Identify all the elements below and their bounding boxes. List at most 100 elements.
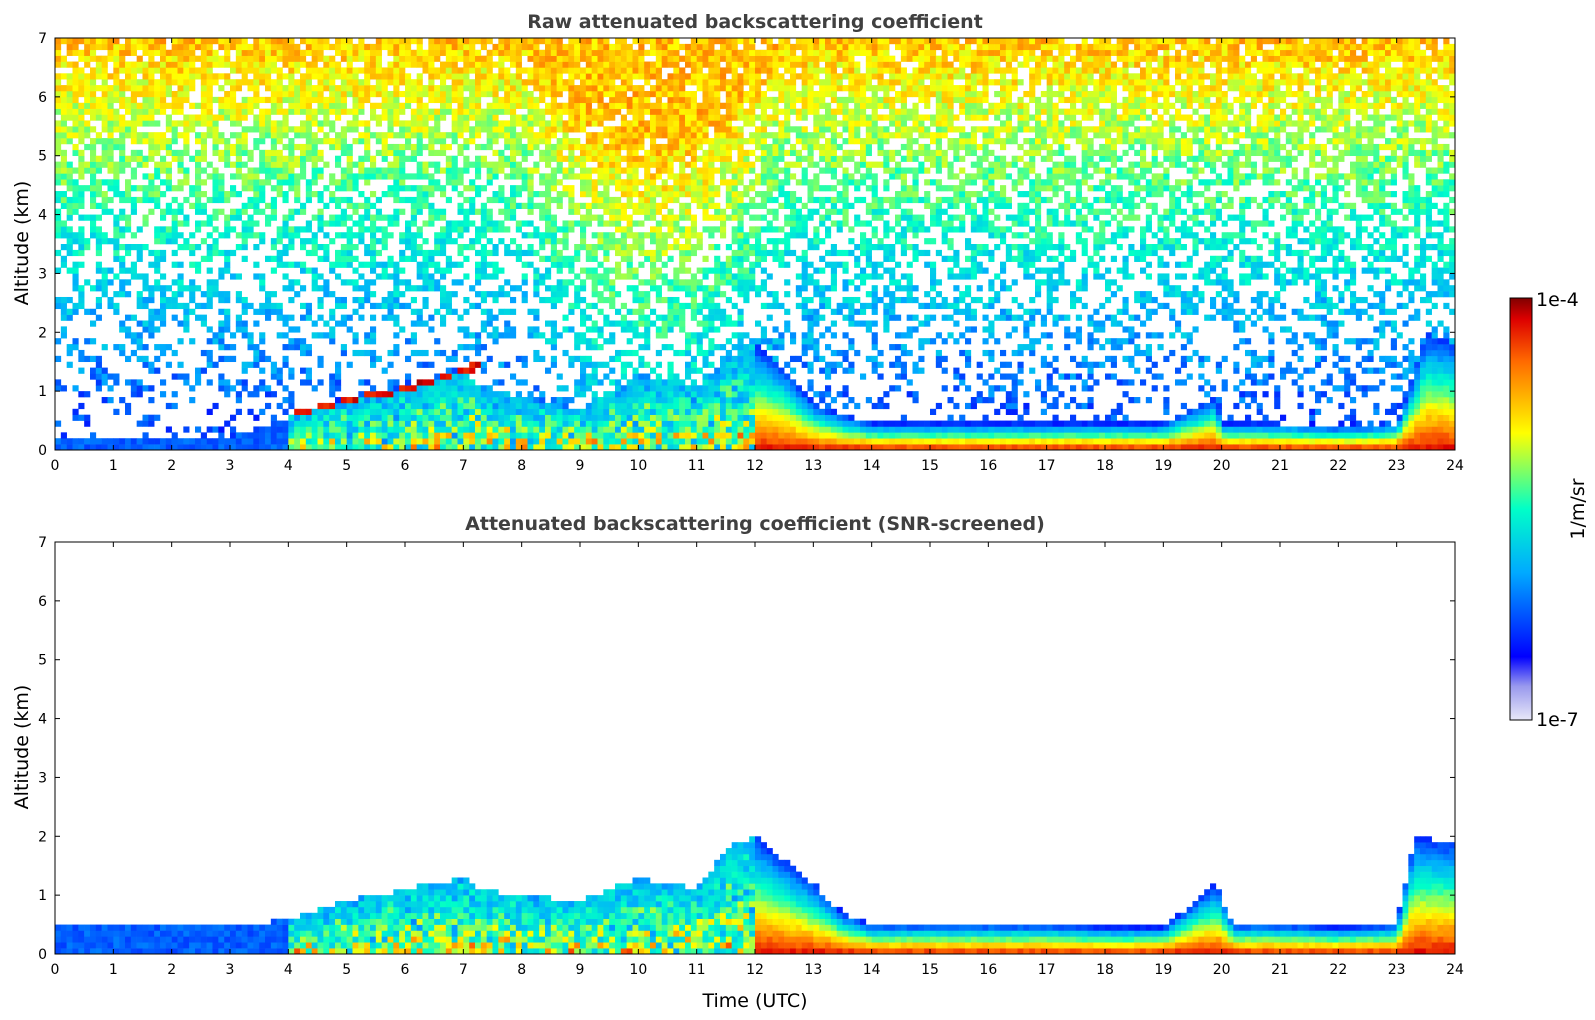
heatmap-cell (568, 67, 575, 74)
heatmap-cell (282, 285, 289, 292)
heatmap-cell (55, 214, 62, 221)
heatmap-cell (591, 55, 598, 62)
heatmap-cell (685, 55, 692, 62)
heatmap-cell (195, 426, 202, 433)
heatmap-cell (72, 232, 79, 239)
heatmap-cell (580, 438, 587, 445)
heatmap-cell (66, 444, 73, 451)
heatmap-cell (410, 255, 417, 262)
raw-panel-ylabel: Altitude (km) (11, 181, 33, 306)
heatmap-cell (469, 202, 476, 209)
heatmap-cell (644, 96, 651, 104)
heatmap-cell (696, 61, 703, 68)
heatmap-cell (206, 361, 213, 368)
heatmap-cell (119, 291, 126, 298)
heatmap-cell (585, 67, 592, 74)
heatmap-cell (154, 444, 161, 451)
heatmap-cell (311, 38, 318, 45)
heatmap-cell (259, 385, 266, 392)
heatmap-cell (416, 420, 423, 427)
heatmap-cell (457, 179, 464, 186)
heatmap-cell (679, 167, 686, 174)
heatmap-cell (90, 138, 97, 145)
heatmap-cell (171, 291, 178, 298)
heatmap-cell (206, 90, 213, 98)
heatmap-cell (329, 373, 336, 380)
heatmap-cell (78, 185, 85, 192)
heatmap-cell (370, 49, 377, 56)
heatmap-cell (685, 49, 692, 56)
heatmap-cell (375, 208, 382, 215)
heatmap-cell (492, 414, 499, 421)
heatmap-cell (591, 167, 598, 174)
heatmap-cell (148, 296, 155, 304)
heatmap-cell (305, 79, 312, 86)
heatmap-cell (125, 108, 132, 115)
heatmap-cell (615, 420, 622, 427)
heatmap-cell (101, 79, 108, 86)
heatmap-cell (550, 67, 557, 74)
heatmap-cell (480, 85, 487, 92)
heatmap-cell (154, 102, 161, 109)
heatmap-cell (673, 196, 680, 204)
heatmap-cell (72, 132, 79, 139)
heatmap-cell (329, 220, 336, 227)
heatmap-cell (189, 185, 196, 192)
heatmap-cell (55, 249, 62, 257)
heatmap-cell (72, 279, 79, 286)
heatmap-cell (375, 238, 382, 245)
heatmap-cell (463, 273, 470, 280)
heatmap-cell (609, 291, 616, 298)
heatmap-cell (428, 191, 435, 198)
heatmap-cell (119, 244, 126, 251)
heatmap-cell (574, 408, 581, 415)
heatmap-cell (148, 43, 155, 51)
heatmap-cell (195, 155, 202, 162)
heatmap-cell (72, 191, 79, 198)
heatmap-cell (702, 161, 709, 168)
heatmap-cell (638, 138, 645, 145)
heatmap-cell (445, 55, 452, 62)
heatmap-cell (457, 55, 464, 62)
heatmap-cell (603, 196, 610, 204)
heatmap-cell (504, 402, 511, 410)
heatmap-cell (311, 90, 318, 98)
heatmap-cell (650, 102, 657, 109)
heatmap-cell (253, 414, 260, 421)
heatmap-cell (393, 220, 400, 227)
heatmap-cell (130, 385, 137, 392)
heatmap-cell (265, 114, 272, 121)
heatmap-cell (434, 414, 441, 421)
heatmap-cell (696, 332, 703, 339)
heatmap-cell (667, 379, 674, 386)
heatmap-cell (603, 285, 610, 292)
heatmap-cell (434, 279, 441, 286)
heatmap-cell (311, 138, 318, 145)
heatmap-cell (358, 55, 365, 62)
heatmap-cell (556, 432, 563, 439)
heatmap-cell (66, 138, 73, 145)
heatmap-cell (340, 167, 347, 174)
heatmap-cell (78, 191, 85, 198)
heatmap-cell (317, 420, 324, 427)
heatmap-cell (305, 73, 312, 80)
heatmap-cell (603, 420, 610, 427)
heatmap-cell (90, 143, 97, 151)
heatmap-cell (224, 155, 231, 162)
heatmap-cell (200, 349, 207, 357)
heatmap-cell (119, 344, 126, 351)
heatmap-cell (323, 244, 330, 251)
heatmap-cell (78, 244, 85, 251)
heatmap-cell (142, 344, 149, 351)
heatmap-cell (550, 143, 557, 151)
heatmap-cell (340, 143, 347, 151)
heatmap-cell (667, 38, 674, 45)
heatmap-cell (603, 255, 610, 262)
heatmap-cell (434, 426, 441, 433)
heatmap-cell (288, 238, 295, 245)
heatmap-cell (638, 161, 645, 168)
heatmap-cell (183, 426, 190, 433)
heatmap-cell (253, 308, 260, 315)
heatmap-cell (101, 208, 108, 215)
heatmap-cell (241, 320, 248, 327)
